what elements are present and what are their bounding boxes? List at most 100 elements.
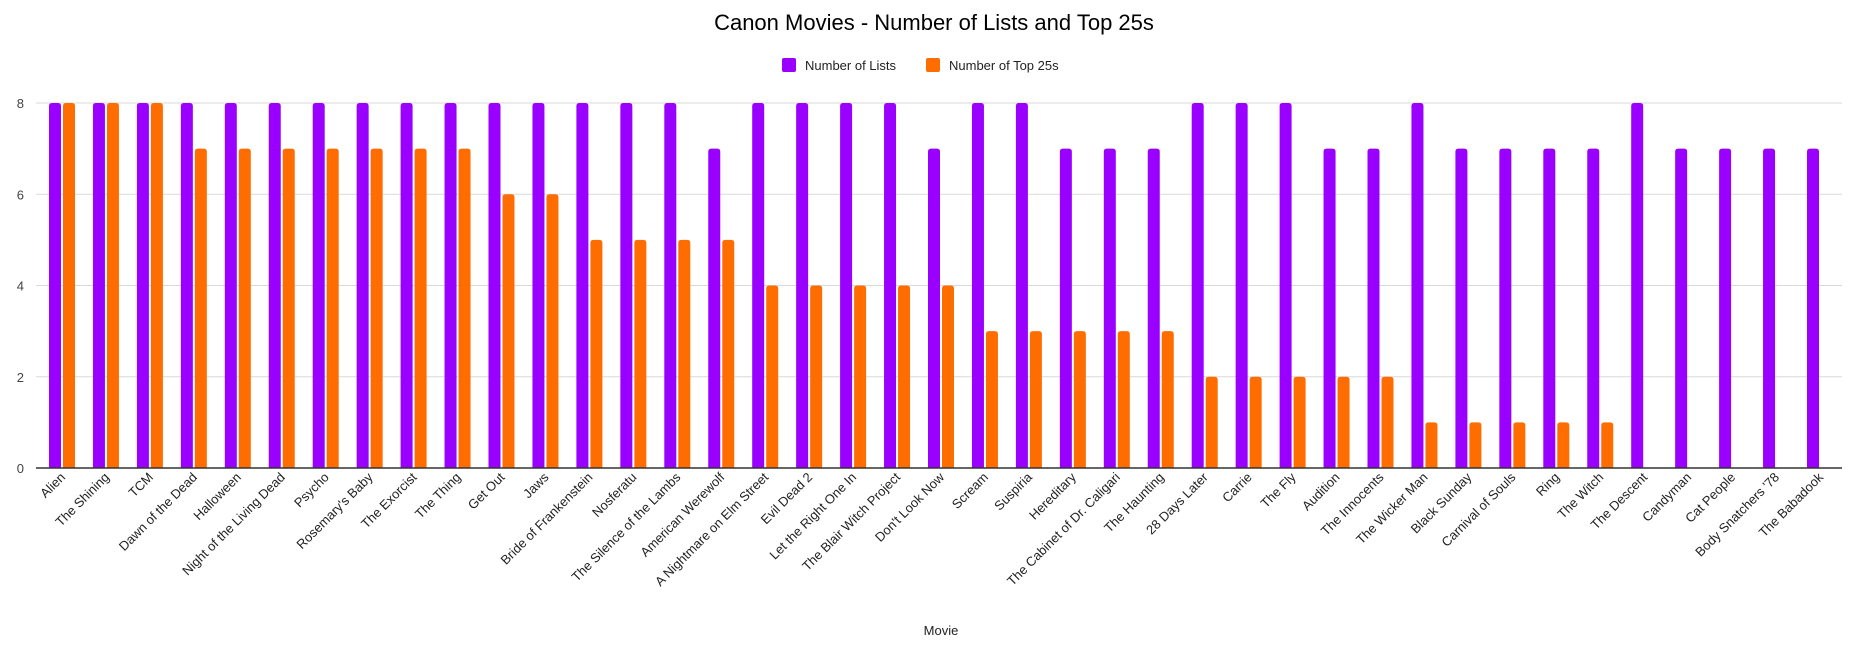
legend-swatch-top25s <box>926 58 940 72</box>
bar-top25s[interactable] <box>1117 331 1130 468</box>
y-tick-label: 2 <box>17 370 24 385</box>
legend-swatch-lists <box>782 58 796 72</box>
y-axis-ticks: 0 2 4 6 8 <box>17 96 24 476</box>
bar-top25s[interactable] <box>458 148 471 468</box>
bar-top25s[interactable] <box>766 285 779 469</box>
bar-top25s[interactable] <box>414 148 427 468</box>
bar-top25s[interactable] <box>1205 376 1218 468</box>
bar-lists[interactable] <box>620 103 633 468</box>
bar-lists[interactable] <box>1147 148 1160 468</box>
bars <box>49 103 1819 468</box>
bar-lists[interactable] <box>1323 148 1336 468</box>
x-tick-label: Rosemary's Baby <box>293 469 376 552</box>
x-tick-label: Audition <box>1299 470 1343 514</box>
bar-top25s[interactable] <box>1513 422 1526 468</box>
bar-lists[interactable] <box>1367 148 1380 468</box>
bar-top25s[interactable] <box>985 331 998 468</box>
bar-top25s[interactable] <box>1425 422 1438 468</box>
bar-top25s[interactable] <box>1601 422 1614 468</box>
bar-lists[interactable] <box>1411 103 1424 468</box>
bar-lists[interactable] <box>92 103 105 468</box>
bar-top25s[interactable] <box>326 148 339 468</box>
legend-label-top25s[interactable]: Number of Top 25s <box>949 58 1059 73</box>
bar-lists[interactable] <box>532 103 545 468</box>
bar-lists[interactable] <box>1059 148 1072 468</box>
x-tick-label: Scream <box>949 470 991 512</box>
bar-lists[interactable] <box>971 103 984 468</box>
bar-lists[interactable] <box>1719 148 1732 468</box>
bar-lists[interactable] <box>576 103 589 468</box>
x-tick-label: Carnival of Souls <box>1438 469 1518 549</box>
bar-lists[interactable] <box>1543 148 1556 468</box>
bar-top25s[interactable] <box>370 148 383 468</box>
bar-lists[interactable] <box>1587 148 1600 468</box>
bar-lists[interactable] <box>1499 148 1512 468</box>
bar-top25s[interactable] <box>898 285 911 469</box>
x-axis-title: Movie <box>924 623 959 638</box>
x-tick-label: Carrie <box>1219 470 1255 506</box>
bar-lists[interactable] <box>708 148 721 468</box>
bar-top25s[interactable] <box>722 239 735 468</box>
bar-top25s[interactable] <box>590 239 603 468</box>
bar-lists[interactable] <box>268 103 281 468</box>
bar-lists[interactable] <box>1675 148 1688 468</box>
x-tick-label: American Werewolf <box>637 469 727 559</box>
bar-top25s[interactable] <box>1249 376 1262 468</box>
bar-top25s[interactable] <box>678 239 691 468</box>
bar-top25s[interactable] <box>634 239 647 468</box>
bar-lists[interactable] <box>1763 148 1776 468</box>
bar-lists[interactable] <box>1235 103 1248 468</box>
bar-top25s[interactable] <box>238 148 251 468</box>
bar-lists[interactable] <box>1807 148 1819 468</box>
bar-lists[interactable] <box>664 103 677 468</box>
bar-lists[interactable] <box>1015 103 1028 468</box>
bar-top25s[interactable] <box>546 194 559 468</box>
bar-lists[interactable] <box>180 103 193 468</box>
bar-lists[interactable] <box>752 103 765 468</box>
bar-top25s[interactable] <box>1029 331 1042 468</box>
bar-top25s[interactable] <box>942 285 954 469</box>
x-tick-label: Get Out <box>465 469 508 512</box>
bar-lists[interactable] <box>312 103 325 468</box>
legend: Number of Lists Number of Top 25s <box>782 58 1059 73</box>
bar-lists[interactable] <box>1279 103 1292 468</box>
bar-lists[interactable] <box>796 103 809 468</box>
bar-top25s[interactable] <box>1381 376 1394 468</box>
bar-top25s[interactable] <box>63 103 75 468</box>
bar-lists[interactable] <box>928 148 940 468</box>
bar-lists[interactable] <box>1103 148 1116 468</box>
bar-top25s[interactable] <box>1073 331 1086 468</box>
x-tick-label: Jaws <box>520 469 552 501</box>
bar-lists[interactable] <box>1631 103 1644 468</box>
bar-lists[interactable] <box>1455 148 1468 468</box>
bar-top25s[interactable] <box>106 103 119 468</box>
bar-top25s[interactable] <box>150 103 163 468</box>
bar-lists[interactable] <box>488 103 501 468</box>
x-tick-label: Body Snatchers '78 <box>1692 470 1782 560</box>
bar-lists[interactable] <box>49 103 61 468</box>
bar-top25s[interactable] <box>1337 376 1350 468</box>
bar-lists[interactable] <box>400 103 413 468</box>
chart-title: Canon Movies - Number of Lists and Top 2… <box>714 10 1154 35</box>
bar-lists[interactable] <box>136 103 149 468</box>
bar-lists[interactable] <box>884 103 897 468</box>
bar-top25s[interactable] <box>1469 422 1482 468</box>
y-tick-label: 0 <box>17 461 24 476</box>
bar-lists[interactable] <box>840 103 853 468</box>
bar-top25s[interactable] <box>1557 422 1570 468</box>
bar-top25s[interactable] <box>194 148 207 468</box>
bar-lists[interactable] <box>444 103 457 468</box>
bar-top25s[interactable] <box>854 285 867 469</box>
bar-top25s[interactable] <box>282 148 295 468</box>
y-tick-label: 8 <box>17 96 24 111</box>
bar-lists[interactable] <box>224 103 237 468</box>
bar-top25s[interactable] <box>810 285 823 469</box>
x-tick-label: Ring <box>1533 470 1563 500</box>
bar-lists[interactable] <box>1191 103 1204 468</box>
bar-top25s[interactable] <box>502 194 515 468</box>
bar-lists[interactable] <box>356 103 369 468</box>
bar-top25s[interactable] <box>1161 331 1174 468</box>
legend-label-lists[interactable]: Number of Lists <box>805 58 897 73</box>
bar-top25s[interactable] <box>1293 376 1306 468</box>
